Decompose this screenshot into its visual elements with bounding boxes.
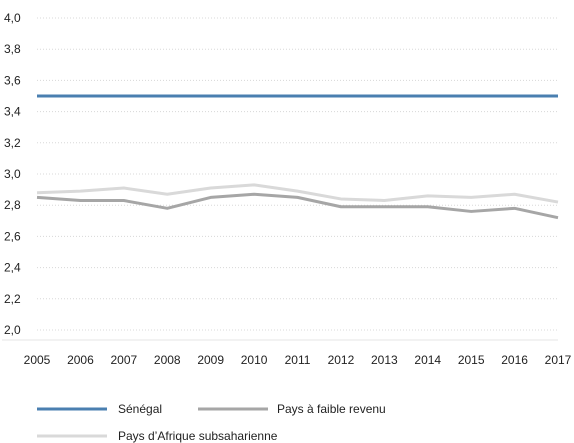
y-tick-label: 3,8 xyxy=(4,42,21,56)
legend-label-pays-faible-revenu: Pays à faible revenu xyxy=(277,402,386,416)
y-tick-label: 3,6 xyxy=(4,73,21,87)
y-tick-label: 3,4 xyxy=(4,105,21,119)
x-tick-label: 2017 xyxy=(545,353,572,367)
x-tick-label: 2009 xyxy=(197,353,224,367)
x-tick-label: 2005 xyxy=(24,353,51,367)
x-axis-ticks: 2005 2006 2007 2008 2009 2010 2011 2012 2013 2014… xyxy=(24,353,572,367)
y-axis-ticks: 2,0 2,2 2,4 2,6 2,8 3,0 3,2 3,4 3,6 3,8 4,0 xyxy=(4,11,21,337)
x-tick-label: 2013 xyxy=(371,353,398,367)
y-tick-label: 2,8 xyxy=(4,198,21,212)
y-tick-label: 3,0 xyxy=(4,167,21,181)
gridlines xyxy=(2,17,558,341)
y-tick-label: 2,4 xyxy=(4,261,21,275)
x-tick-label: 2007 xyxy=(110,353,137,367)
x-tick-label: 2012 xyxy=(328,353,355,367)
y-tick-label: 3,2 xyxy=(4,136,21,150)
x-tick-label: 2015 xyxy=(458,353,485,367)
y-tick-label: 2,6 xyxy=(4,229,21,243)
y-tick-label: 2,0 xyxy=(4,323,21,337)
x-tick-label: 2011 xyxy=(285,353,311,367)
series-lines xyxy=(36,94,559,220)
series-line-1 xyxy=(36,192,559,220)
x-tick-label: 2016 xyxy=(501,353,528,367)
legend-label-afrique-subsaharienne: Pays d’Afrique subsaharienne xyxy=(118,429,278,443)
x-tick-label: 2010 xyxy=(241,353,268,367)
legend: Sénégal Pays à faible revenu Pays d’Afri… xyxy=(37,402,386,443)
x-tick-label: 2008 xyxy=(154,353,181,367)
legend-label-senegal: Sénégal xyxy=(118,402,162,416)
y-tick-label: 2,2 xyxy=(4,292,21,306)
x-tick-label: 2014 xyxy=(414,353,441,367)
x-tick-label: 2006 xyxy=(67,353,94,367)
y-tick-label: 4,0 xyxy=(4,11,21,25)
series-line-2 xyxy=(36,183,559,204)
